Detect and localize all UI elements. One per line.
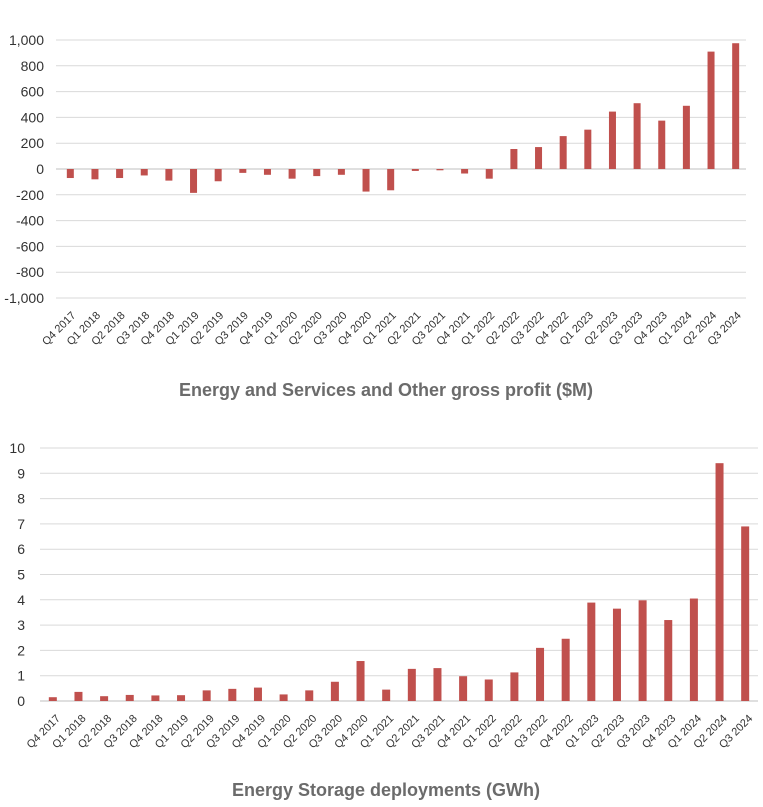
bar-q3-2023: [638, 600, 647, 701]
bar-q4-2020: [362, 169, 370, 192]
bar-q2-2023: [612, 608, 621, 701]
bar-q4-2020: [356, 661, 365, 701]
bar-q4-2017: [66, 169, 74, 179]
bar-q4-2017: [48, 697, 57, 701]
bar-q4-2021: [461, 169, 469, 174]
chart-1-gridlines: [56, 39, 746, 299]
bar-q3-2024: [732, 43, 740, 169]
y-tick-label: 800: [21, 58, 45, 74]
bar-q4-2022: [561, 638, 570, 701]
bar-q3-2024: [741, 526, 750, 701]
y-tick-label: 1,000: [9, 32, 44, 48]
y-tick-label: 10: [9, 440, 25, 456]
bar-q4-2021: [459, 676, 468, 701]
bar-q1-2023: [584, 129, 592, 169]
bar-q1-2021: [382, 689, 391, 701]
bar-q1-2018: [91, 169, 99, 180]
bar-q1-2022: [484, 679, 493, 701]
y-tick-label: -1,000: [4, 290, 44, 306]
chart-1-y-axis: 1,000 800 600 400 200 0 -200 -400 -600 -800 -1,000: [4, 32, 44, 306]
y-tick-label: 0: [36, 161, 44, 177]
bar-q3-2018: [140, 169, 148, 176]
chart-1-bars: [66, 43, 740, 193]
bar-q2-2021: [407, 668, 416, 701]
chart-2-bars: [48, 463, 750, 701]
y-tick-label: 0: [17, 693, 25, 709]
bar-q3-2022: [536, 647, 545, 701]
bar-q4-2019: [253, 687, 262, 701]
bar-q2-2022: [510, 672, 519, 701]
bar-q2-2019: [202, 690, 211, 701]
y-tick-label: 400: [21, 109, 45, 125]
bar-q2-2018: [116, 169, 124, 179]
y-tick-label: 9: [17, 465, 25, 481]
bar-q3-2018: [125, 694, 134, 701]
bar-q1-2019: [177, 695, 186, 701]
y-tick-label: 6: [17, 541, 25, 557]
bar-q2-2020: [305, 690, 314, 701]
y-tick-label: -200: [16, 187, 44, 203]
bar-q1-2019: [190, 169, 198, 193]
bar-q2-2019: [214, 169, 222, 182]
chart-1-title: Energy and Services and Other gross prof…: [179, 380, 593, 400]
bar-q4-2019: [263, 169, 271, 175]
bar-q3-2021: [433, 668, 442, 701]
y-tick-label: -400: [16, 213, 44, 229]
bar-q4-2018: [165, 169, 173, 181]
bar-q3-2020: [330, 681, 339, 701]
y-tick-label: -800: [16, 264, 44, 280]
bar-q1-2021: [387, 169, 395, 191]
bar-q1-2020: [288, 169, 296, 179]
y-tick-label: 600: [21, 84, 45, 100]
bar-q4-2022: [559, 136, 567, 169]
bar-q1-2023: [587, 602, 596, 701]
bar-q1-2024: [689, 598, 698, 701]
bar-q2-2023: [608, 111, 616, 169]
bar-q2-2021: [411, 169, 419, 171]
bar-q2-2020: [313, 169, 321, 177]
bar-q2-2024: [715, 463, 724, 701]
bar-q3-2022: [535, 147, 543, 169]
gross-profit-chart: 1,000 800 600 400 200 0 -200 -400 -600 -800 -1,000…: [4, 32, 746, 400]
y-tick-label: 200: [21, 135, 45, 151]
chart-2-title: Energy Storage deployments (GWh): [232, 780, 540, 800]
bar-q3-2019: [228, 688, 237, 701]
y-tick-label: -600: [16, 238, 44, 254]
bar-q4-2023: [664, 620, 673, 701]
bar-q3-2021: [436, 169, 444, 171]
bar-q1-2022: [485, 169, 493, 179]
bar-q3-2019: [239, 169, 247, 173]
bar-q1-2020: [279, 694, 288, 701]
bar-q1-2024: [682, 105, 690, 169]
bar-q2-2022: [510, 149, 518, 169]
bar-q2-2024: [707, 51, 715, 169]
y-tick-label: 5: [17, 567, 25, 583]
bar-q1-2018: [74, 691, 83, 701]
y-tick-label: 3: [17, 617, 25, 633]
y-tick-label: 7: [17, 516, 25, 532]
y-tick-label: 1: [17, 668, 25, 684]
bar-q3-2020: [337, 169, 345, 175]
bar-q4-2023: [658, 120, 666, 169]
chart-2-gridlines: [40, 447, 758, 677]
bar-q2-2018: [100, 696, 109, 701]
y-tick-label: 2: [17, 642, 25, 658]
bar-q4-2018: [151, 695, 160, 701]
y-tick-label: 8: [17, 491, 25, 507]
bar-q3-2023: [633, 103, 641, 169]
y-tick-label: 4: [17, 592, 25, 608]
